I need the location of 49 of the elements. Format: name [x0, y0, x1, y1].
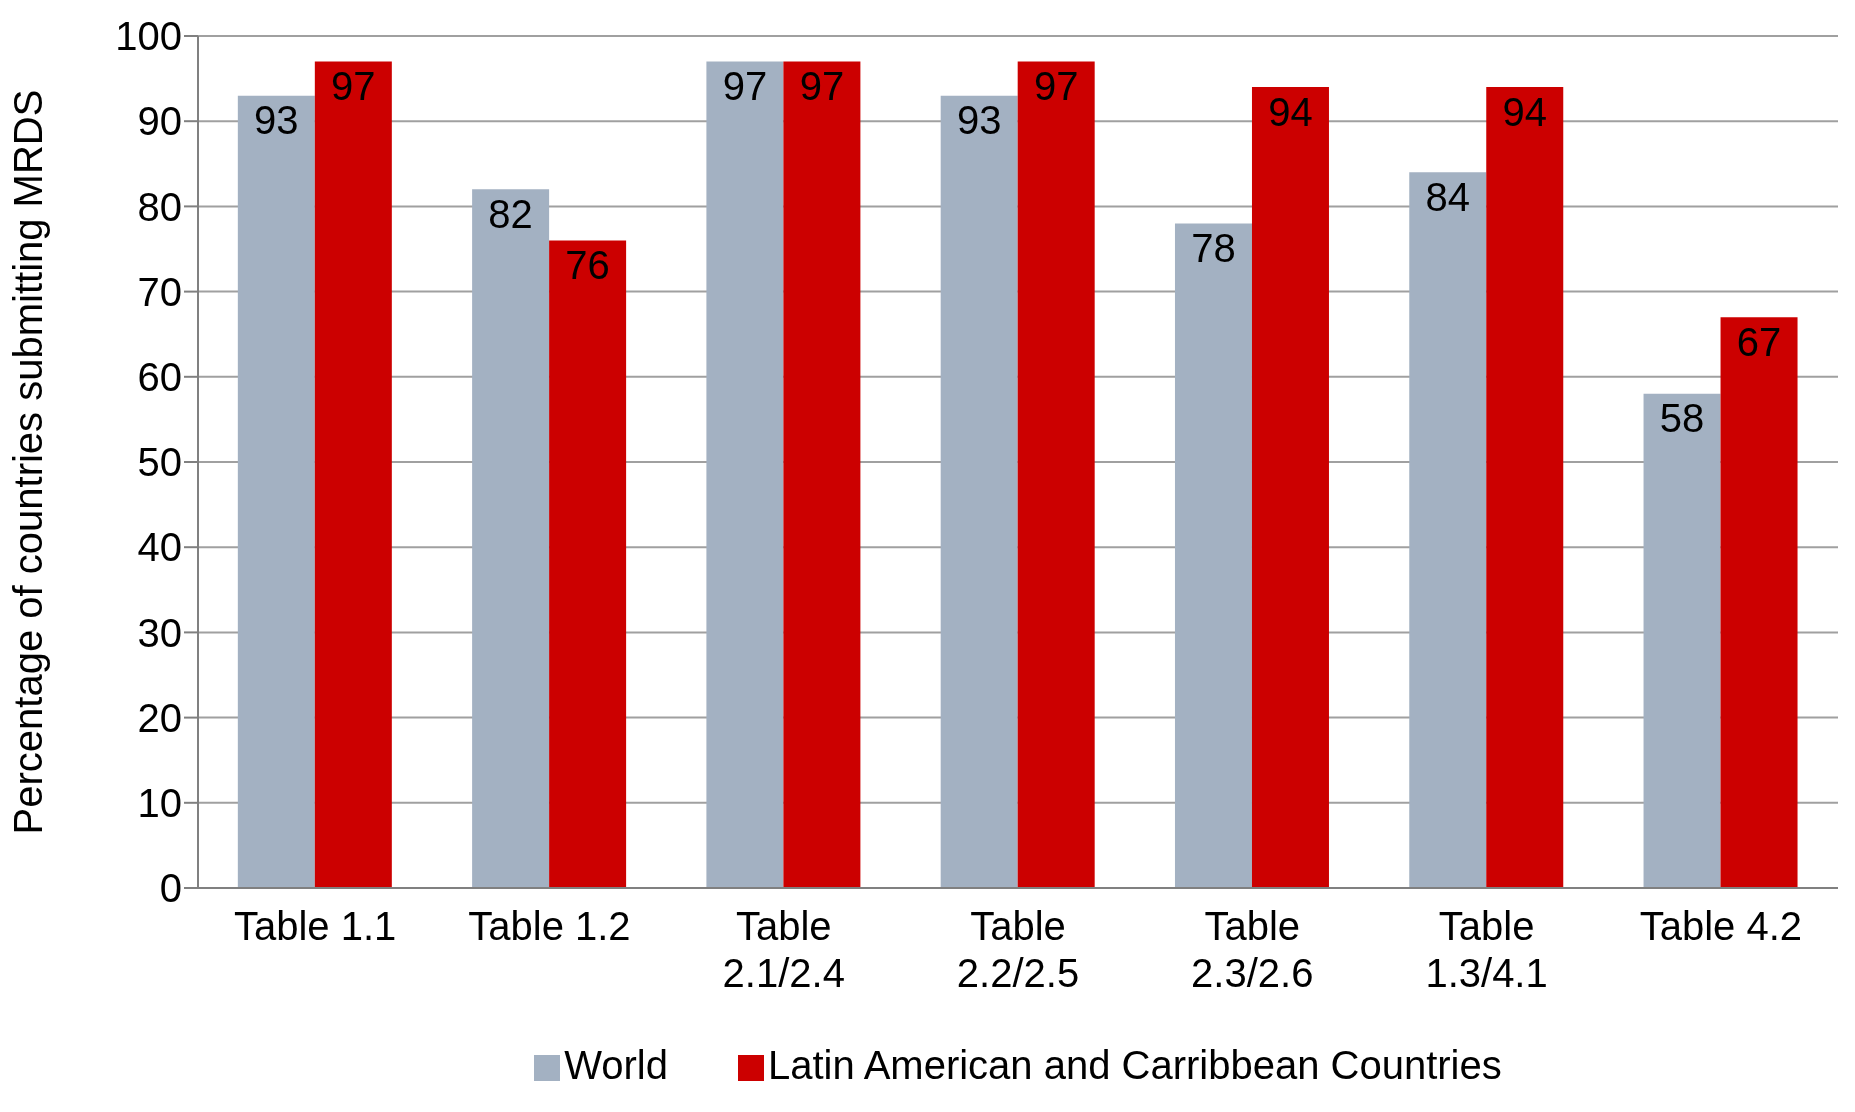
y-tick-label: 50: [137, 440, 182, 485]
x-tick-label: Table 2.2/2.5: [956, 904, 1080, 996]
legend-label: Latin American and Carribbean Countries: [767, 1043, 1502, 1087]
bar: [940, 95, 1018, 888]
data-label: 76: [565, 242, 610, 287]
y-tick-label: 80: [137, 184, 182, 229]
bar: [237, 95, 315, 888]
data-label: 78: [1191, 225, 1236, 270]
bar: [1720, 317, 1798, 888]
y-tick-label: 20: [137, 695, 182, 740]
data-label: 97: [1033, 63, 1079, 108]
data-label: 67: [1736, 319, 1782, 364]
data-label: 97: [331, 63, 376, 108]
data-label: 97: [799, 63, 845, 108]
bar: [314, 61, 392, 888]
bar: [1409, 172, 1487, 888]
bar: [1017, 61, 1095, 888]
x-tick-label: Table 1.3/4.1: [1425, 904, 1548, 996]
data-label: 58: [1659, 396, 1705, 441]
data-label: 94: [1268, 89, 1313, 134]
y-tick-label: 60: [137, 355, 182, 399]
bar: [1251, 87, 1329, 888]
data-label: 93: [956, 98, 1002, 143]
data-label: 84: [1425, 174, 1471, 219]
x-tick-label: Table 1.1: [233, 904, 397, 948]
bar: [706, 61, 784, 888]
y-tick-label: 100: [115, 14, 182, 59]
x-tick-label: Table 2.3/2.6: [1191, 904, 1314, 996]
bar: [1486, 87, 1564, 888]
x-tick-label: Table 2.1/2.4: [722, 904, 845, 996]
y-tick-label: 10: [137, 781, 182, 825]
y-tick-label: 40: [137, 525, 182, 570]
bar: [1643, 393, 1721, 888]
data-label: 97: [722, 63, 768, 108]
x-tick-label: Table 4.2: [1639, 904, 1803, 948]
x-tick-label: Table 1.2: [468, 904, 631, 948]
data-label: 94: [1502, 89, 1548, 134]
bar: [783, 61, 861, 888]
y-tick-label: 30: [137, 610, 182, 655]
y-tick-label: 0: [159, 866, 182, 911]
bar: [1174, 223, 1252, 888]
y-tick-label: 90: [137, 99, 182, 144]
y-axis-title: Percentage of countries submitting MRDS: [6, 89, 51, 835]
data-label: 82: [488, 191, 533, 236]
bar: [549, 240, 627, 888]
bar: [472, 189, 550, 888]
legend-label: World: [564, 1043, 668, 1087]
y-tick-label: 70: [137, 269, 182, 314]
data-label: 93: [254, 98, 299, 143]
